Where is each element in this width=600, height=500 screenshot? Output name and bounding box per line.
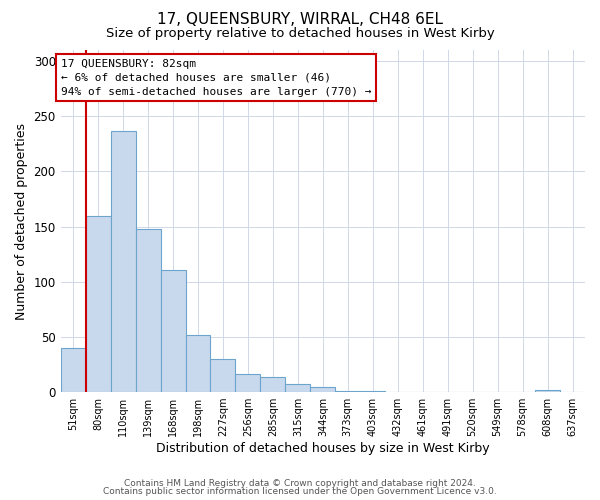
Y-axis label: Number of detached properties: Number of detached properties — [15, 122, 28, 320]
Bar — [211, 359, 235, 392]
Bar — [235, 374, 260, 392]
Text: 17 QUEENSBURY: 82sqm
← 6% of detached houses are smaller (46)
94% of semi-detach: 17 QUEENSBURY: 82sqm ← 6% of detached ho… — [61, 59, 371, 97]
Text: Contains public sector information licensed under the Open Government Licence v3: Contains public sector information licen… — [103, 487, 497, 496]
Bar — [286, 384, 310, 392]
Bar — [310, 386, 335, 392]
Bar — [360, 391, 385, 392]
Bar — [185, 334, 211, 392]
X-axis label: Distribution of detached houses by size in West Kirby: Distribution of detached houses by size … — [156, 442, 490, 455]
Text: 17, QUEENSBURY, WIRRAL, CH48 6EL: 17, QUEENSBURY, WIRRAL, CH48 6EL — [157, 12, 443, 28]
Text: Size of property relative to detached houses in West Kirby: Size of property relative to detached ho… — [106, 28, 494, 40]
Bar — [535, 390, 560, 392]
Bar — [136, 229, 161, 392]
Bar — [61, 348, 86, 392]
Bar — [161, 270, 185, 392]
Bar — [110, 130, 136, 392]
Bar — [86, 216, 110, 392]
Bar — [260, 376, 286, 392]
Text: Contains HM Land Registry data © Crown copyright and database right 2024.: Contains HM Land Registry data © Crown c… — [124, 478, 476, 488]
Bar — [335, 391, 360, 392]
